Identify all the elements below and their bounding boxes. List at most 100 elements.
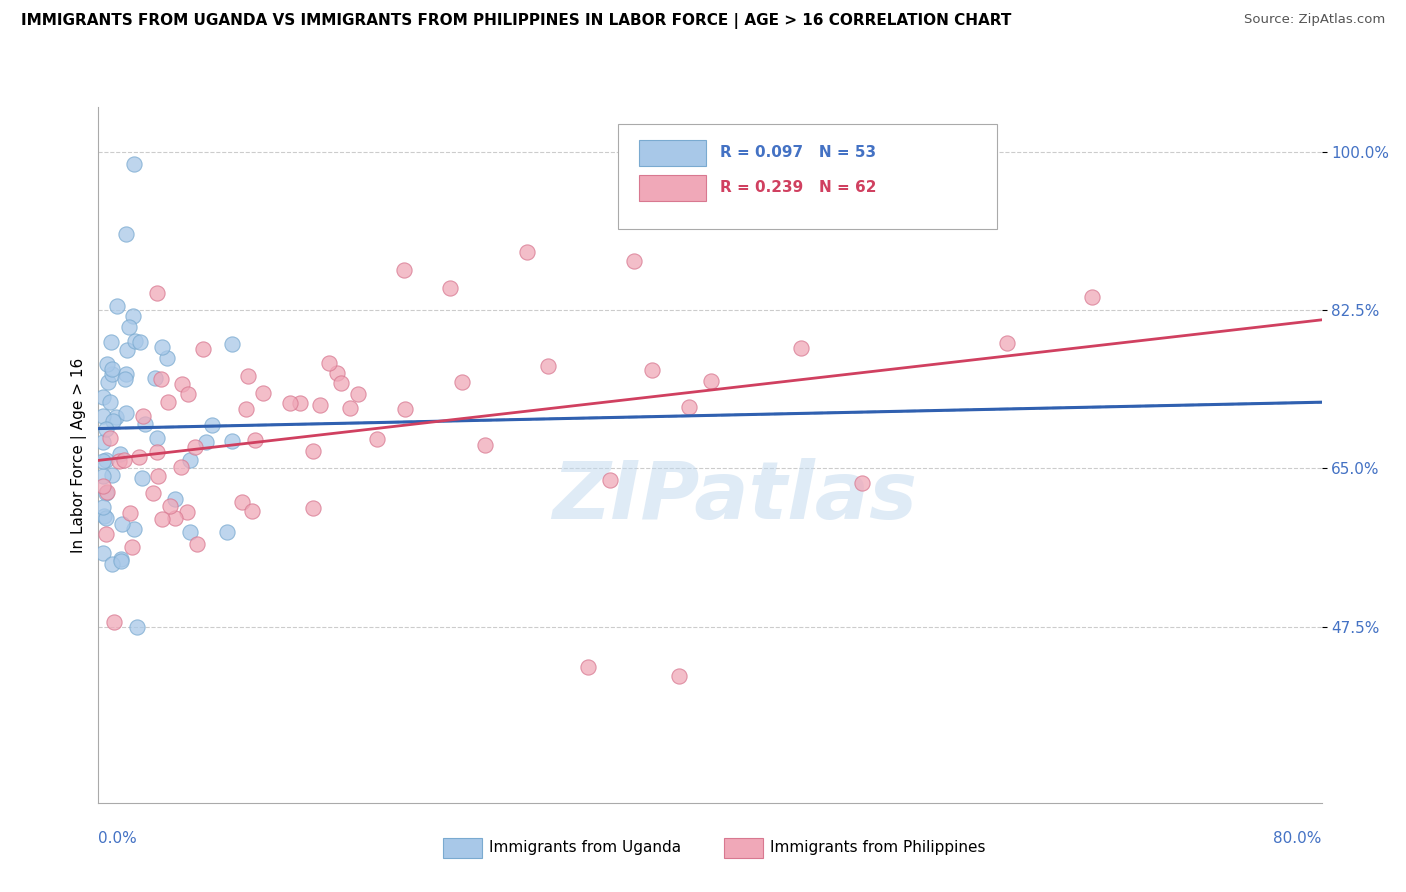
Point [194,435,217,450]
Point [134,417,156,431]
Point [439,281,461,295]
Point [170,459,193,474]
Point [176,505,198,519]
Point [235,402,257,417]
Point [124,334,146,349]
Point [120,506,142,520]
Point [96,357,118,371]
Point [122,157,145,171]
Point [125,619,148,633]
Point [115,343,138,357]
Point [278,396,301,410]
Point [91,390,114,404]
Point [221,434,243,448]
Point [179,452,201,467]
Point [392,262,416,277]
Point [98,431,121,445]
Point [105,299,128,313]
Point [150,512,173,526]
Point [107,454,129,468]
Point [302,501,325,516]
Point [101,557,124,571]
Point [156,351,179,365]
Point [179,524,201,539]
Point [115,406,138,420]
Point [217,524,239,539]
Point [221,337,243,351]
Point [115,227,138,241]
Point [191,342,214,356]
Point [394,402,416,417]
Point [318,356,340,370]
Point [103,615,125,629]
Point [110,551,132,566]
Point [96,422,118,436]
Point [94,510,117,524]
Point [326,366,349,380]
Text: R = 0.097   N = 53: R = 0.097 N = 53 [720,145,876,161]
Point [159,499,181,513]
Y-axis label: In Labor Force | Age > 16: In Labor Force | Age > 16 [72,358,87,552]
Point [96,486,118,500]
Point [150,340,173,354]
Point [100,368,122,382]
Point [366,432,388,446]
Point [94,452,117,467]
Point [165,492,187,507]
Point [309,398,332,412]
Point [142,485,165,500]
Point [170,377,193,392]
Point [101,361,124,376]
Point [536,359,558,374]
Point [121,540,143,554]
Point [96,527,118,541]
Point [121,310,143,324]
Point [149,372,172,386]
Point [91,409,114,424]
Point [252,386,274,401]
Point [851,475,873,490]
Point [111,516,134,531]
Point [623,253,645,268]
Point [98,394,121,409]
Point [451,376,474,390]
FancyBboxPatch shape [619,124,997,229]
Point [700,375,723,389]
Point [329,376,352,390]
Point [96,375,118,389]
Text: IMMIGRANTS FROM UGANDA VS IMMIGRANTS FROM PHILIPPINES IN LABOR FORCE | AGE > 16 : IMMIGRANTS FROM UGANDA VS IMMIGRANTS FRO… [21,13,1011,29]
Point [101,414,124,428]
Point [128,450,150,464]
Point [231,495,253,509]
Point [131,409,153,424]
Point [114,372,136,386]
Point [790,341,813,355]
Point [995,336,1018,351]
Point [347,386,370,401]
Point [186,537,208,551]
Point [576,660,599,674]
Point [678,400,700,414]
Point [100,468,122,483]
Point [108,447,131,461]
Point [236,369,259,384]
Bar [640,140,706,166]
Text: R = 0.239   N = 62: R = 0.239 N = 62 [720,180,876,195]
Point [122,522,145,536]
Point [177,386,200,401]
Point [184,440,207,454]
Point [91,469,114,483]
Point [146,431,169,445]
Point [157,395,180,409]
Point [131,471,153,485]
Point [100,334,122,349]
Point [516,244,538,259]
Point [1081,290,1104,304]
Point [641,363,664,377]
Text: 80.0%: 80.0% [1274,830,1322,846]
Point [110,554,132,568]
Point [91,479,114,493]
Point [243,433,266,447]
Point [145,371,167,385]
Point [163,511,186,525]
